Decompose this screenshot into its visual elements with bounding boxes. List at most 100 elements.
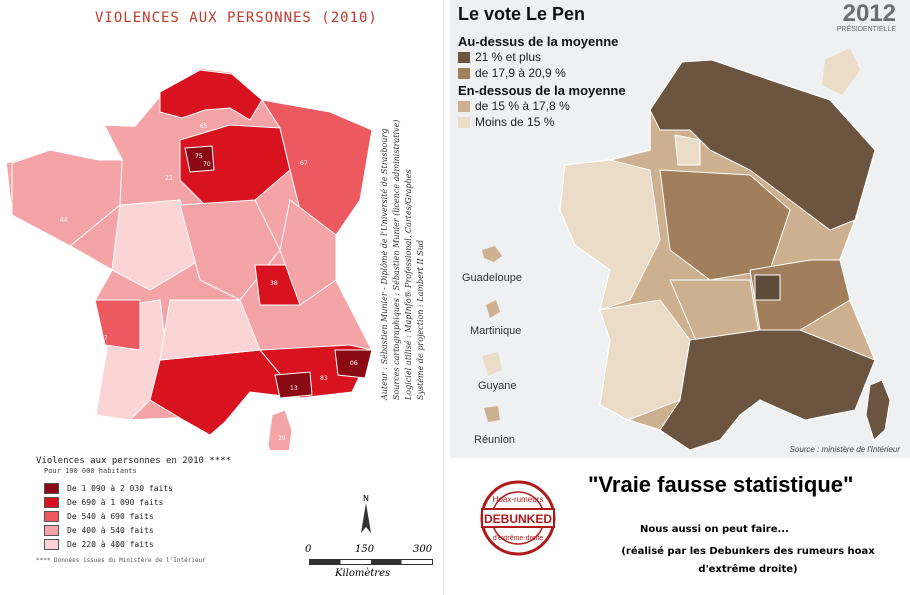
scale-unit: Kilomètres bbox=[335, 568, 391, 579]
region-west-low bbox=[559, 159, 661, 311]
legend-item: De 540 à 690 faits bbox=[44, 509, 236, 523]
legend-swatch bbox=[44, 538, 59, 550]
credit-line-2: Sources cartographiques : Sébastien Muni… bbox=[392, 119, 401, 400]
legend-footnote: **** Données issues du Ministère de l'In… bbox=[36, 557, 206, 564]
region-south-high bbox=[659, 329, 876, 451]
scale-bar-graphic bbox=[309, 559, 433, 565]
guadeloupe-shape bbox=[482, 246, 502, 262]
debunked-stamp-icon: DEBUNKED Hoax-rumeurs d'extrême-droite bbox=[480, 480, 556, 556]
violence-legend: Violences aux personnes en 2010 **** Pou… bbox=[36, 456, 236, 564]
legend-swatch bbox=[458, 116, 470, 128]
guyane-shape bbox=[482, 352, 502, 376]
region-lyon-dark bbox=[754, 274, 781, 301]
scale-tick: 0 bbox=[305, 544, 312, 555]
stamp-bottom-text: d'extrême-droite bbox=[493, 535, 543, 542]
legend-heading: Au-dessus de la moyenne bbox=[458, 34, 619, 49]
map-credits: Auteur : Sébastien Munier - Diplômé de l… bbox=[380, 120, 430, 400]
region-paris-core bbox=[184, 145, 215, 173]
lepen-france-map bbox=[482, 48, 891, 451]
legend-label: De 400 à 540 faits bbox=[67, 525, 154, 535]
lepen-map-panel: Le vote Le Pen 2012 PRÉSIDENTIELLE Au-de… bbox=[450, 0, 910, 458]
overseas-blob bbox=[822, 48, 860, 95]
stamp-center-text: DEBUNKED bbox=[484, 512, 552, 526]
credit-line-3: Logiciel utilisé : MapInfo® Professional… bbox=[404, 169, 413, 401]
overseas-label: Guyane bbox=[478, 380, 517, 392]
region-east-center bbox=[279, 199, 337, 306]
north-label: N bbox=[363, 494, 369, 503]
svg-text:38: 38 bbox=[270, 280, 278, 287]
scale-tick: 300 bbox=[413, 544, 433, 555]
region-marseille bbox=[274, 371, 313, 399]
map-source: Source : ministère de l'Intérieur bbox=[789, 445, 900, 454]
stamp-top-text: Hoax-rumeurs bbox=[493, 495, 544, 504]
svg-text:23: 23 bbox=[165, 175, 173, 182]
caption-lines: (réalisé par les Debunkers des rumeurs h… bbox=[598, 543, 898, 579]
overseas-label: Réunion bbox=[474, 434, 515, 446]
scale-tick: 150 bbox=[355, 544, 375, 555]
legend-label: Moins de 15 % bbox=[475, 115, 555, 129]
legend-label: De 540 à 690 faits bbox=[67, 511, 154, 521]
violence-map-title: VIOLENCES AUX PERSONNES (2010) bbox=[95, 10, 378, 26]
legend-label: De 1 090 à 2 030 faits bbox=[67, 483, 173, 493]
logo-year: 2012 bbox=[842, 0, 896, 27]
region-paris-low bbox=[674, 134, 701, 166]
overseas-label: Guadeloupe bbox=[462, 272, 522, 284]
violence-map-panel: VIOLENCES AUX PERSONNES (2010) 65 75 70 23… bbox=[0, 0, 444, 595]
legend-item: De 220 à 400 faits bbox=[44, 537, 236, 551]
legend-item: de 15 % à 17,8 % bbox=[458, 98, 626, 114]
legend-swatch bbox=[44, 524, 59, 536]
legend-item: De 1 090 à 2 030 faits bbox=[44, 481, 236, 495]
logo-subtitle: PRÉSIDENTIELLE bbox=[836, 26, 896, 33]
legend-heading: En-dessous de la moyenne bbox=[458, 83, 626, 98]
legend-item: Moins de 15 % bbox=[458, 114, 626, 130]
region-west-pale bbox=[111, 199, 201, 291]
legend-swatch bbox=[458, 100, 470, 112]
corsica bbox=[267, 409, 293, 450]
legend-item: 21 % et plus bbox=[458, 49, 626, 65]
svg-text:47: 47 bbox=[100, 335, 108, 342]
legend-item: De 400 à 540 faits bbox=[44, 523, 236, 537]
svg-text:65: 65 bbox=[200, 123, 208, 130]
lepen-map-title: Le vote Le Pen bbox=[458, 4, 586, 24]
svg-text:06: 06 bbox=[350, 360, 358, 367]
legend-label: 21 % et plus bbox=[475, 50, 542, 64]
legend-label: De 220 à 400 faits bbox=[67, 539, 154, 549]
legend-label: de 15 % à 17,8 % bbox=[475, 99, 570, 113]
region-north-high bbox=[649, 59, 876, 231]
debunk-caption: DEBUNKED Hoax-rumeurs d'extrême-droite "… bbox=[450, 458, 910, 595]
region-nice bbox=[334, 349, 373, 379]
legend-item: De 690 à 1 090 faits bbox=[44, 495, 236, 509]
region-north-dark bbox=[159, 69, 263, 121]
caption-line-1: Nous aussi on peut faire... bbox=[640, 524, 789, 535]
north-arrow-shape bbox=[361, 503, 371, 533]
lepen-legend: Au-dessus de la moyenne 21 % et plus de … bbox=[458, 32, 626, 130]
reunion-shape bbox=[484, 406, 500, 422]
svg-text:29: 29 bbox=[278, 435, 286, 442]
martinique-shape bbox=[486, 300, 500, 318]
region-paris bbox=[179, 124, 291, 206]
north-arrow-icon: N bbox=[355, 494, 377, 538]
legend-swatch bbox=[44, 496, 59, 508]
overseas-label: Martinique bbox=[470, 325, 522, 337]
legend-item: de 17,9 à 20,9 % bbox=[458, 65, 626, 81]
legend-subtitle: Pour 100 000 habitants bbox=[44, 467, 137, 475]
region-mid-pale bbox=[159, 299, 261, 361]
svg-text:70: 70 bbox=[203, 161, 211, 168]
svg-text:67: 67 bbox=[300, 160, 308, 167]
svg-text:44: 44 bbox=[60, 217, 68, 224]
caption-line-2: (réalisé par les Debunkers des rumeurs h… bbox=[621, 546, 875, 557]
credit-line-4: Système de projection : Lambert II Sud bbox=[416, 239, 425, 400]
svg-text:83: 83 bbox=[320, 375, 328, 382]
svg-text:75: 75 bbox=[195, 153, 203, 160]
presidentielle-logo: 2012 PRÉSIDENTIELLE bbox=[836, 0, 896, 34]
legend-swatch bbox=[44, 482, 59, 494]
svg-text:13: 13 bbox=[290, 385, 298, 392]
legend-swatch bbox=[458, 51, 470, 63]
legend-title: Violences aux personnes en 2010 **** bbox=[36, 456, 232, 466]
legend-label: de 17,9 à 20,9 % bbox=[475, 66, 566, 80]
corsica bbox=[865, 379, 891, 441]
credit-line-1: Auteur : Sébastien Munier - Diplômé de l… bbox=[380, 128, 389, 400]
caption-line-3: d'extrême droite) bbox=[698, 564, 798, 575]
